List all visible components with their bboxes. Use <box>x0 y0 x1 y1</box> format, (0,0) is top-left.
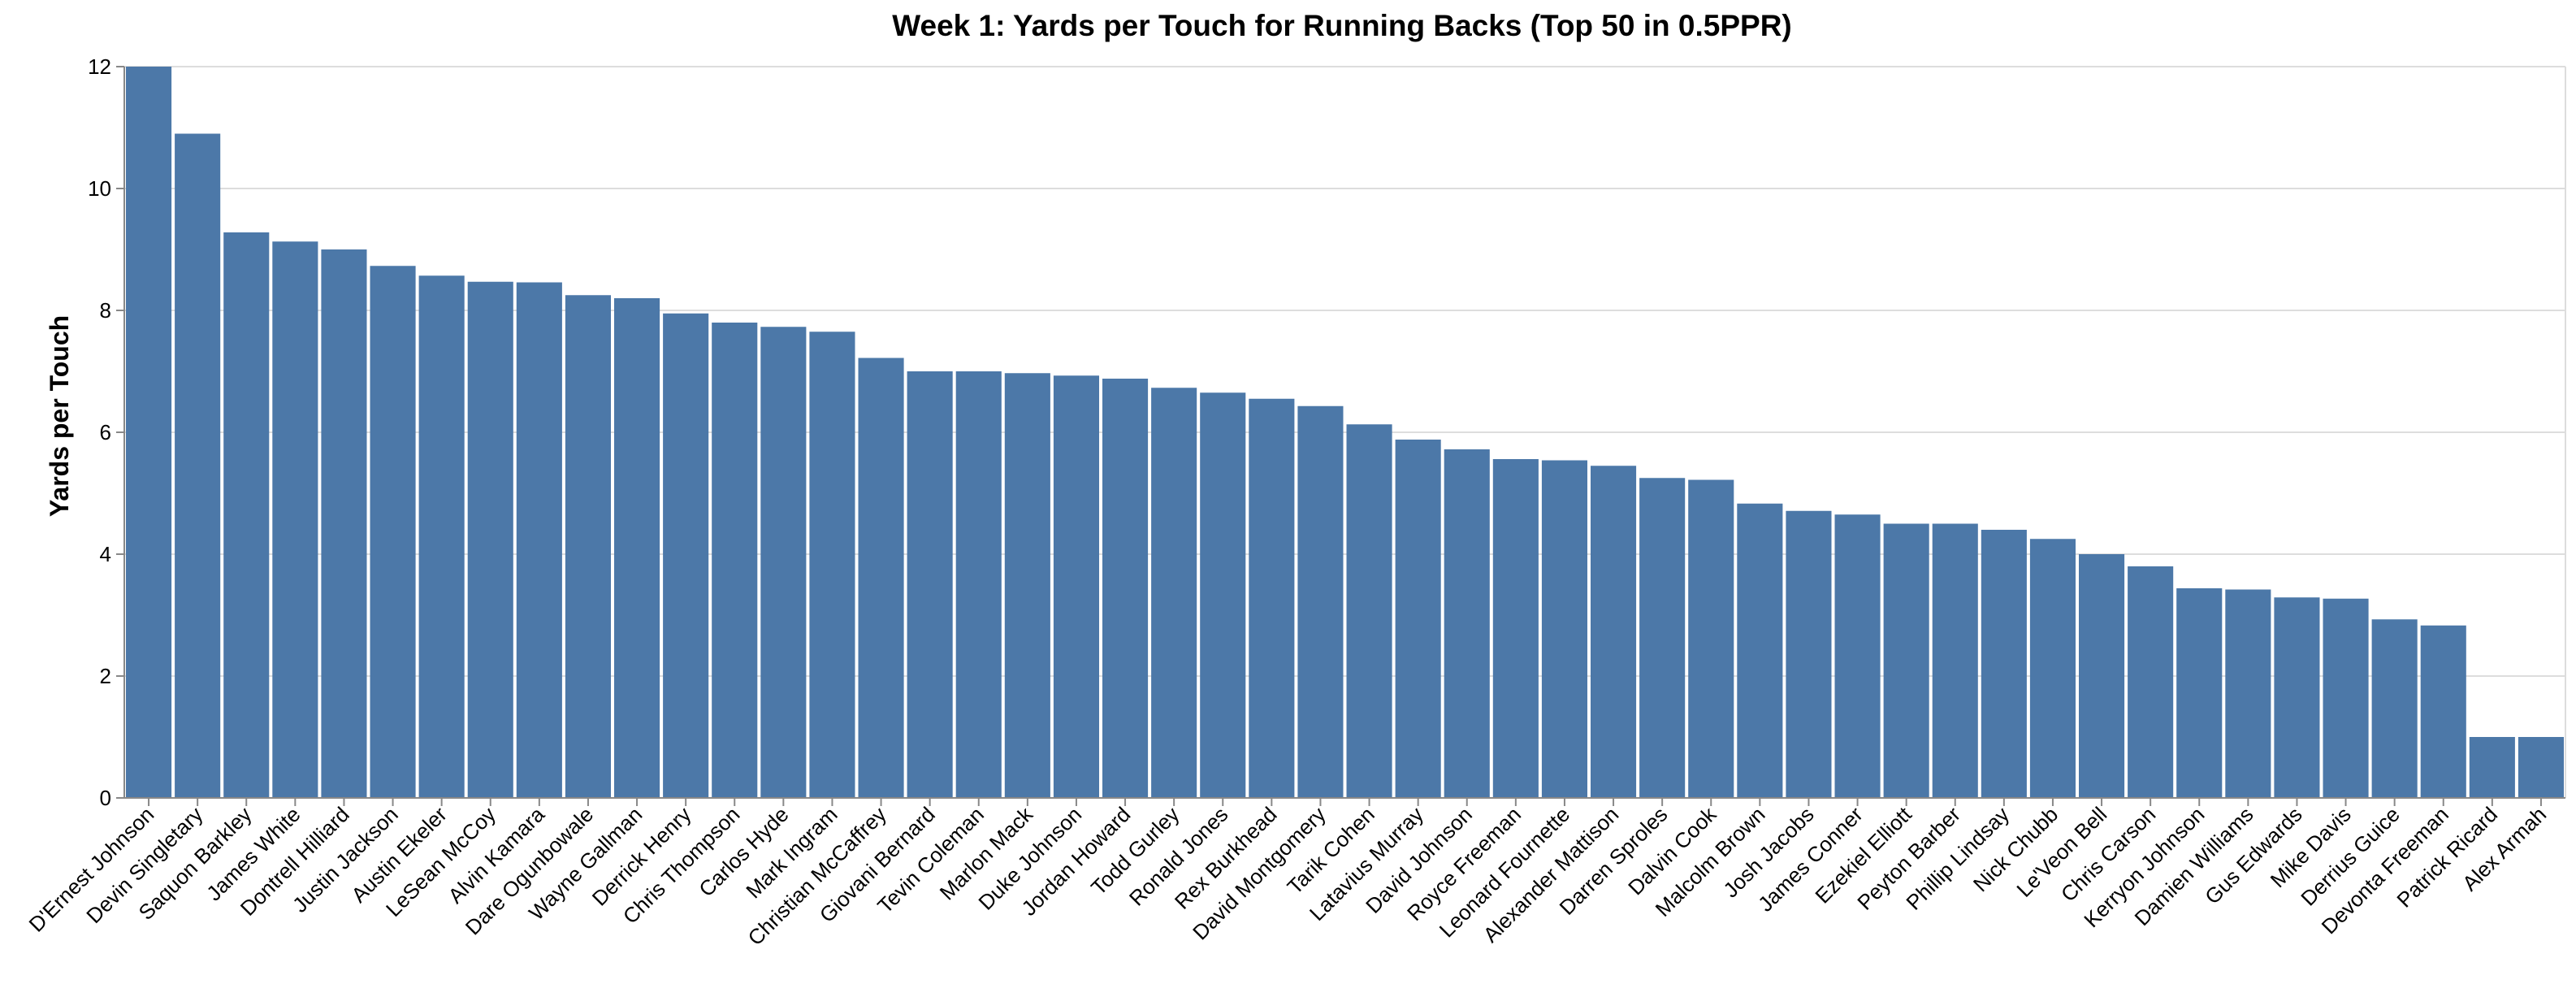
bar-tarik-cohen <box>1346 424 1392 798</box>
bar-ronald-jones <box>1200 392 1246 798</box>
bar-mike-davis <box>2323 598 2369 798</box>
bar-dontrell-hilliard <box>321 249 367 798</box>
bar-austin-ekeler <box>418 275 465 798</box>
bar-marlon-mack <box>1004 373 1050 798</box>
bar-phillip-lindsay <box>1981 530 2027 798</box>
bars <box>126 67 2564 798</box>
y-tick-label: 2 <box>100 664 111 688</box>
bar-david-montgomery <box>1297 405 1344 798</box>
bar-le-veon-bell <box>2079 554 2125 798</box>
y-tick-label: 6 <box>100 420 111 444</box>
bar-jordan-howard <box>1102 379 1149 798</box>
bar-derrius-guice <box>2371 619 2418 798</box>
y-axis-title: Yards per Touch <box>45 315 74 517</box>
bar-dalvin-cook <box>1688 479 1734 798</box>
bar-devin-singletary <box>175 133 221 798</box>
bar-giovani-bernard <box>907 371 953 798</box>
bar-alexander-mattison <box>1591 466 1637 798</box>
bar-wayne-gallman <box>614 298 660 798</box>
bar-d-ernest-johnson <box>126 67 172 798</box>
bar-lesean-mccoy <box>467 281 513 798</box>
bar-carlos-hyde <box>760 327 807 798</box>
bar-royce-freeman <box>1492 459 1539 798</box>
bar-kerryon-johnson <box>2176 588 2223 798</box>
bar-leonard-fournette <box>1541 460 1587 798</box>
y-tick-label: 8 <box>100 298 111 323</box>
bar-james-white <box>272 241 318 798</box>
bar-christian-mccaffrey <box>858 358 904 798</box>
bar-james-conner <box>1834 514 1881 798</box>
bar-justin-jackson <box>370 266 416 798</box>
bar-patrick-ricard <box>2469 737 2515 798</box>
y-tick-label: 10 <box>88 176 111 201</box>
bar-derrick-henry <box>663 313 709 798</box>
bar-devonta-freeman <box>2420 625 2466 798</box>
bar-dare-ogunbowale <box>565 295 611 798</box>
bar-chris-carson <box>2128 566 2174 798</box>
bar-rex-burkhead <box>1249 398 1295 798</box>
bar-saquon-barkley <box>223 232 270 798</box>
bar-ezekiel-elliott <box>1883 523 1929 798</box>
bar-chris-thompson <box>712 323 758 798</box>
bar-peyton-barber <box>1932 523 1978 798</box>
bar-tevin-coleman <box>955 371 1002 798</box>
bar-david-johnson <box>1444 449 1490 798</box>
y-tick-label: 0 <box>100 786 111 810</box>
bar-alex-armah <box>2518 737 2564 798</box>
bar-mark-ingram <box>809 332 855 798</box>
bar-nick-chubb <box>2029 539 2076 798</box>
bar-gus-edwards <box>2274 597 2320 798</box>
bar-malcolm-brown <box>1737 503 1783 798</box>
y-tick-label: 4 <box>100 542 111 566</box>
chart-title: Week 1: Yards per Touch for Running Back… <box>892 9 1792 42</box>
bar-todd-gurley <box>1151 388 1197 798</box>
y-tick-label: 12 <box>88 54 111 79</box>
bar-darren-sproles <box>1639 478 1686 798</box>
bar-duke-johnson <box>1053 375 1099 798</box>
bar-alvin-kamara <box>516 282 562 798</box>
bar-damien-williams <box>2225 589 2271 798</box>
bar-latavius-murray <box>1395 440 1441 798</box>
y-axis-ticks: 0 2 4 6 8 10 12 <box>88 54 124 810</box>
bar-josh-jacobs <box>1786 510 1832 798</box>
